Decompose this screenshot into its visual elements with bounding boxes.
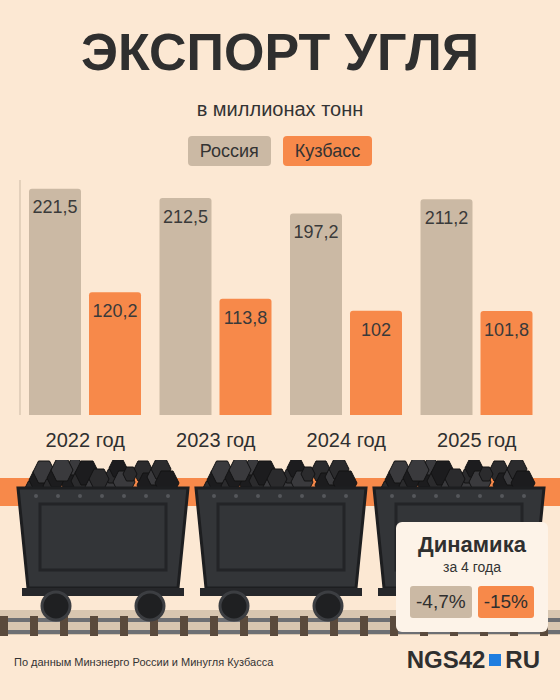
- html-text:Кузбасс: Кузбасс: [294, 141, 361, 161]
- svg-text:120,2: 120,2: [92, 301, 137, 321]
- svg-text:113,8: 113,8: [224, 308, 268, 328]
- svg-text:197,2: 197,2: [293, 222, 338, 242]
- html-text:-15%: -15%: [483, 591, 528, 612]
- svg-text:2024 год: 2024 год: [307, 429, 387, 451]
- html-text:-4,7%: -4,7%: [416, 591, 466, 612]
- svg-text:211,2: 211,2: [425, 208, 469, 228]
- html-text:за 4 года: за 4 года: [443, 559, 501, 575]
- html-text:ЭКСПОРТ УГЛЯ: ЭКСПОРТ УГЛЯ: [81, 23, 479, 81]
- html-text:RU: RU: [505, 646, 540, 673]
- html-text:NGS42: NGS42: [406, 646, 486, 673]
- svg-text:2023 год: 2023 год: [176, 429, 256, 451]
- html-text:Россия: Россия: [199, 141, 259, 161]
- svg-text:221,5: 221,5: [32, 197, 77, 217]
- svg-text:102: 102: [361, 320, 391, 340]
- html-text:в миллионах тонн: в миллионах тонн: [196, 98, 364, 120]
- svg-text:212,5: 212,5: [163, 207, 208, 227]
- svg-text:101,8: 101,8: [484, 320, 529, 340]
- svg-text:2025 год: 2025 год: [437, 429, 517, 451]
- html-text:По данным Минэнерго России и М: По данным Минэнерго России и Минугля Куз…: [14, 656, 274, 668]
- html-text:Динамика: Динамика: [418, 532, 526, 557]
- svg-text:2022 год: 2022 год: [46, 429, 126, 451]
